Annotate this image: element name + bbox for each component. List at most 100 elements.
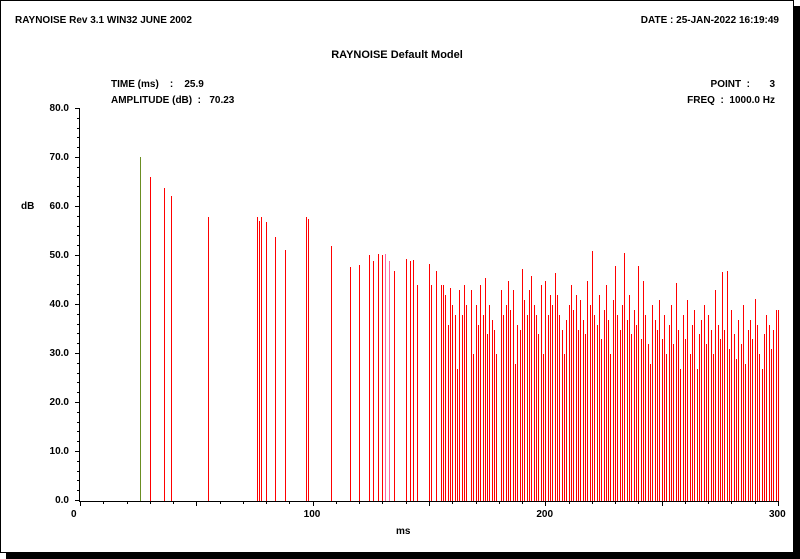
impulse-bar [745,364,746,501]
impulse-bar [759,354,760,501]
impulse-bar [731,310,732,501]
impulse-bar [715,290,716,501]
report-frame: RAYNOISE Rev 3.1 WIN32 JUNE 2002 DATE : … [0,0,794,553]
time-val: 25.9 [184,79,203,90]
impulse-bar [534,305,535,501]
freq-val: 1000.0 Hz [729,95,775,106]
impulse-bar [634,310,635,501]
amp-val: 70.23 [209,95,234,106]
impulse-bar [571,285,572,501]
impulse-bar [478,325,479,501]
impulse-bar [650,364,651,501]
impulse-bar [417,285,418,501]
shadow-right [794,6,800,553]
impulse-bar [331,246,332,501]
time-label: TIME (ms) : 25.9 [111,79,204,90]
impulse-bar [594,315,595,501]
impulse-bar [510,310,511,501]
impulse-bar [606,285,607,501]
impulse-bar [566,320,567,501]
impulse-bar [592,251,593,501]
amp-key: AMPLITUDE (dB) [111,95,192,106]
impulse-bar [776,310,777,501]
point-val: 3 [769,79,775,90]
impulse-bar [513,290,514,501]
x-tick-label: 300 [769,509,786,520]
impulse-bar [752,339,753,501]
app-header: RAYNOISE Rev 3.1 WIN32 JUNE 2002 [15,15,192,26]
y-tick-label: 70.0 [50,152,69,163]
impulse-bar [631,334,632,501]
impulse-bar [266,222,267,501]
impulse-bar [620,330,621,502]
impulse-bar [382,255,383,501]
point-label: POINT : 3 [711,79,775,90]
impulse-bar [680,369,681,501]
impulse-bar [699,334,700,501]
y-tick-label: 0.0 [55,495,69,506]
impulse-bar [208,217,209,501]
impulse-bar [496,354,497,501]
impulse-bar [580,300,581,501]
impulse-bar [562,330,563,502]
impulse-bar [708,315,709,501]
impulse-bar [673,344,674,501]
impulse-bar [406,259,407,501]
impulse-bar [638,266,639,501]
impulse-bar [448,325,449,501]
impulse-bar [462,315,463,501]
impulse-bar [483,315,484,501]
impulse-bar [538,334,539,501]
impulse-bar [734,334,735,501]
impulse-bar [410,261,411,501]
impulse-bar [450,288,451,501]
impulse-bar [429,264,430,501]
impulse-bar [713,354,714,501]
impulse-bar [552,305,553,501]
impulse-bar [662,339,663,501]
impulse-bar [350,267,351,501]
impulse-bar [487,334,488,501]
impulse-bar [485,278,486,501]
impulse-bar [718,325,719,501]
impulse-bar [697,369,698,501]
impulse-bar [690,354,691,501]
impulse-bar [385,254,386,501]
impulse-bar [452,305,453,501]
date-header: DATE : 25-JAN-2022 16:19:49 [641,15,779,26]
impulse-bar [531,276,532,501]
x-axis-label: ms [396,526,410,537]
impulse-bar [543,354,544,501]
impulse-bar [545,281,546,502]
impulse-bar [308,219,309,501]
impulse-bar [601,339,602,501]
impulse-bar [492,320,493,501]
impulse-bar [517,325,518,501]
impulse-bar [613,300,614,501]
impulse-bar [473,354,474,501]
impulse-bar [685,339,686,501]
impulse-bar [431,285,432,501]
y-tick-label: 60.0 [50,201,69,212]
impulse-bar [573,310,574,501]
impulse-bar [664,315,665,501]
impulse-bar [610,354,611,501]
impulse-bar [645,315,646,501]
impulse-bar [778,310,779,501]
impulse-bar [480,285,481,501]
impulse-bar [769,325,770,501]
impulse-bar [506,305,507,501]
impulse-bar [629,295,630,501]
impulse-bar [527,315,528,501]
impulse-bar [471,290,472,501]
impulse-bar [657,330,658,502]
impulse-bar [666,354,667,501]
impulse-bar [655,320,656,501]
impulse-bar [548,315,549,501]
impulse-bar [275,237,276,501]
impulse-bar [608,320,609,501]
impulse-bar [587,281,588,502]
impulse-bar [443,285,444,501]
y-axis-label: dB [21,201,34,212]
impulse-bar [711,330,712,502]
